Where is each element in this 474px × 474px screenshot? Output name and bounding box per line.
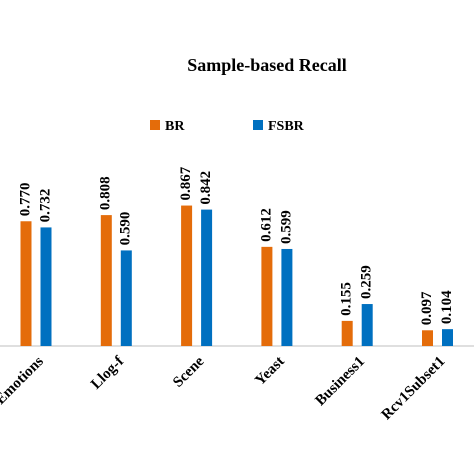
bar xyxy=(100,215,112,346)
bar xyxy=(20,221,32,346)
x-tick-label: Rcv1Subset1 xyxy=(379,354,449,424)
chart-title: Sample-based Recall xyxy=(187,55,347,75)
bar xyxy=(442,329,453,346)
value-label: 0.770 xyxy=(17,183,33,217)
value-label: 0.259 xyxy=(359,265,375,299)
legend-label: BR xyxy=(165,119,185,134)
x-tick-label: Llog-f xyxy=(88,353,128,393)
x-tick-label: Scene xyxy=(170,353,207,390)
bar xyxy=(40,227,52,346)
value-label: 0.732 xyxy=(37,189,53,223)
bar xyxy=(181,205,193,346)
bar xyxy=(422,330,433,346)
legend-label: FSBR xyxy=(268,119,305,134)
value-label: 0.842 xyxy=(198,171,214,205)
bar xyxy=(120,250,132,346)
value-label: 0.097 xyxy=(419,291,435,325)
x-tick-label: Emotions xyxy=(0,353,47,407)
value-label: 0.612 xyxy=(258,208,274,242)
bar xyxy=(201,209,213,346)
bar xyxy=(361,304,373,346)
value-label: 0.599 xyxy=(278,210,294,244)
value-label: 0.155 xyxy=(339,282,355,316)
value-label: 0.104 xyxy=(439,290,455,324)
x-tick-label: Business1 xyxy=(312,354,368,410)
value-label: 0.808 xyxy=(98,176,114,210)
legend-swatch xyxy=(150,120,160,130)
legend-swatch xyxy=(253,120,263,130)
value-label: 0.590 xyxy=(118,212,134,246)
bar xyxy=(341,320,353,346)
x-tick-label: Yeast xyxy=(252,354,287,389)
bar xyxy=(281,248,293,346)
bar xyxy=(261,246,273,346)
value-label: 0.867 xyxy=(178,166,194,200)
